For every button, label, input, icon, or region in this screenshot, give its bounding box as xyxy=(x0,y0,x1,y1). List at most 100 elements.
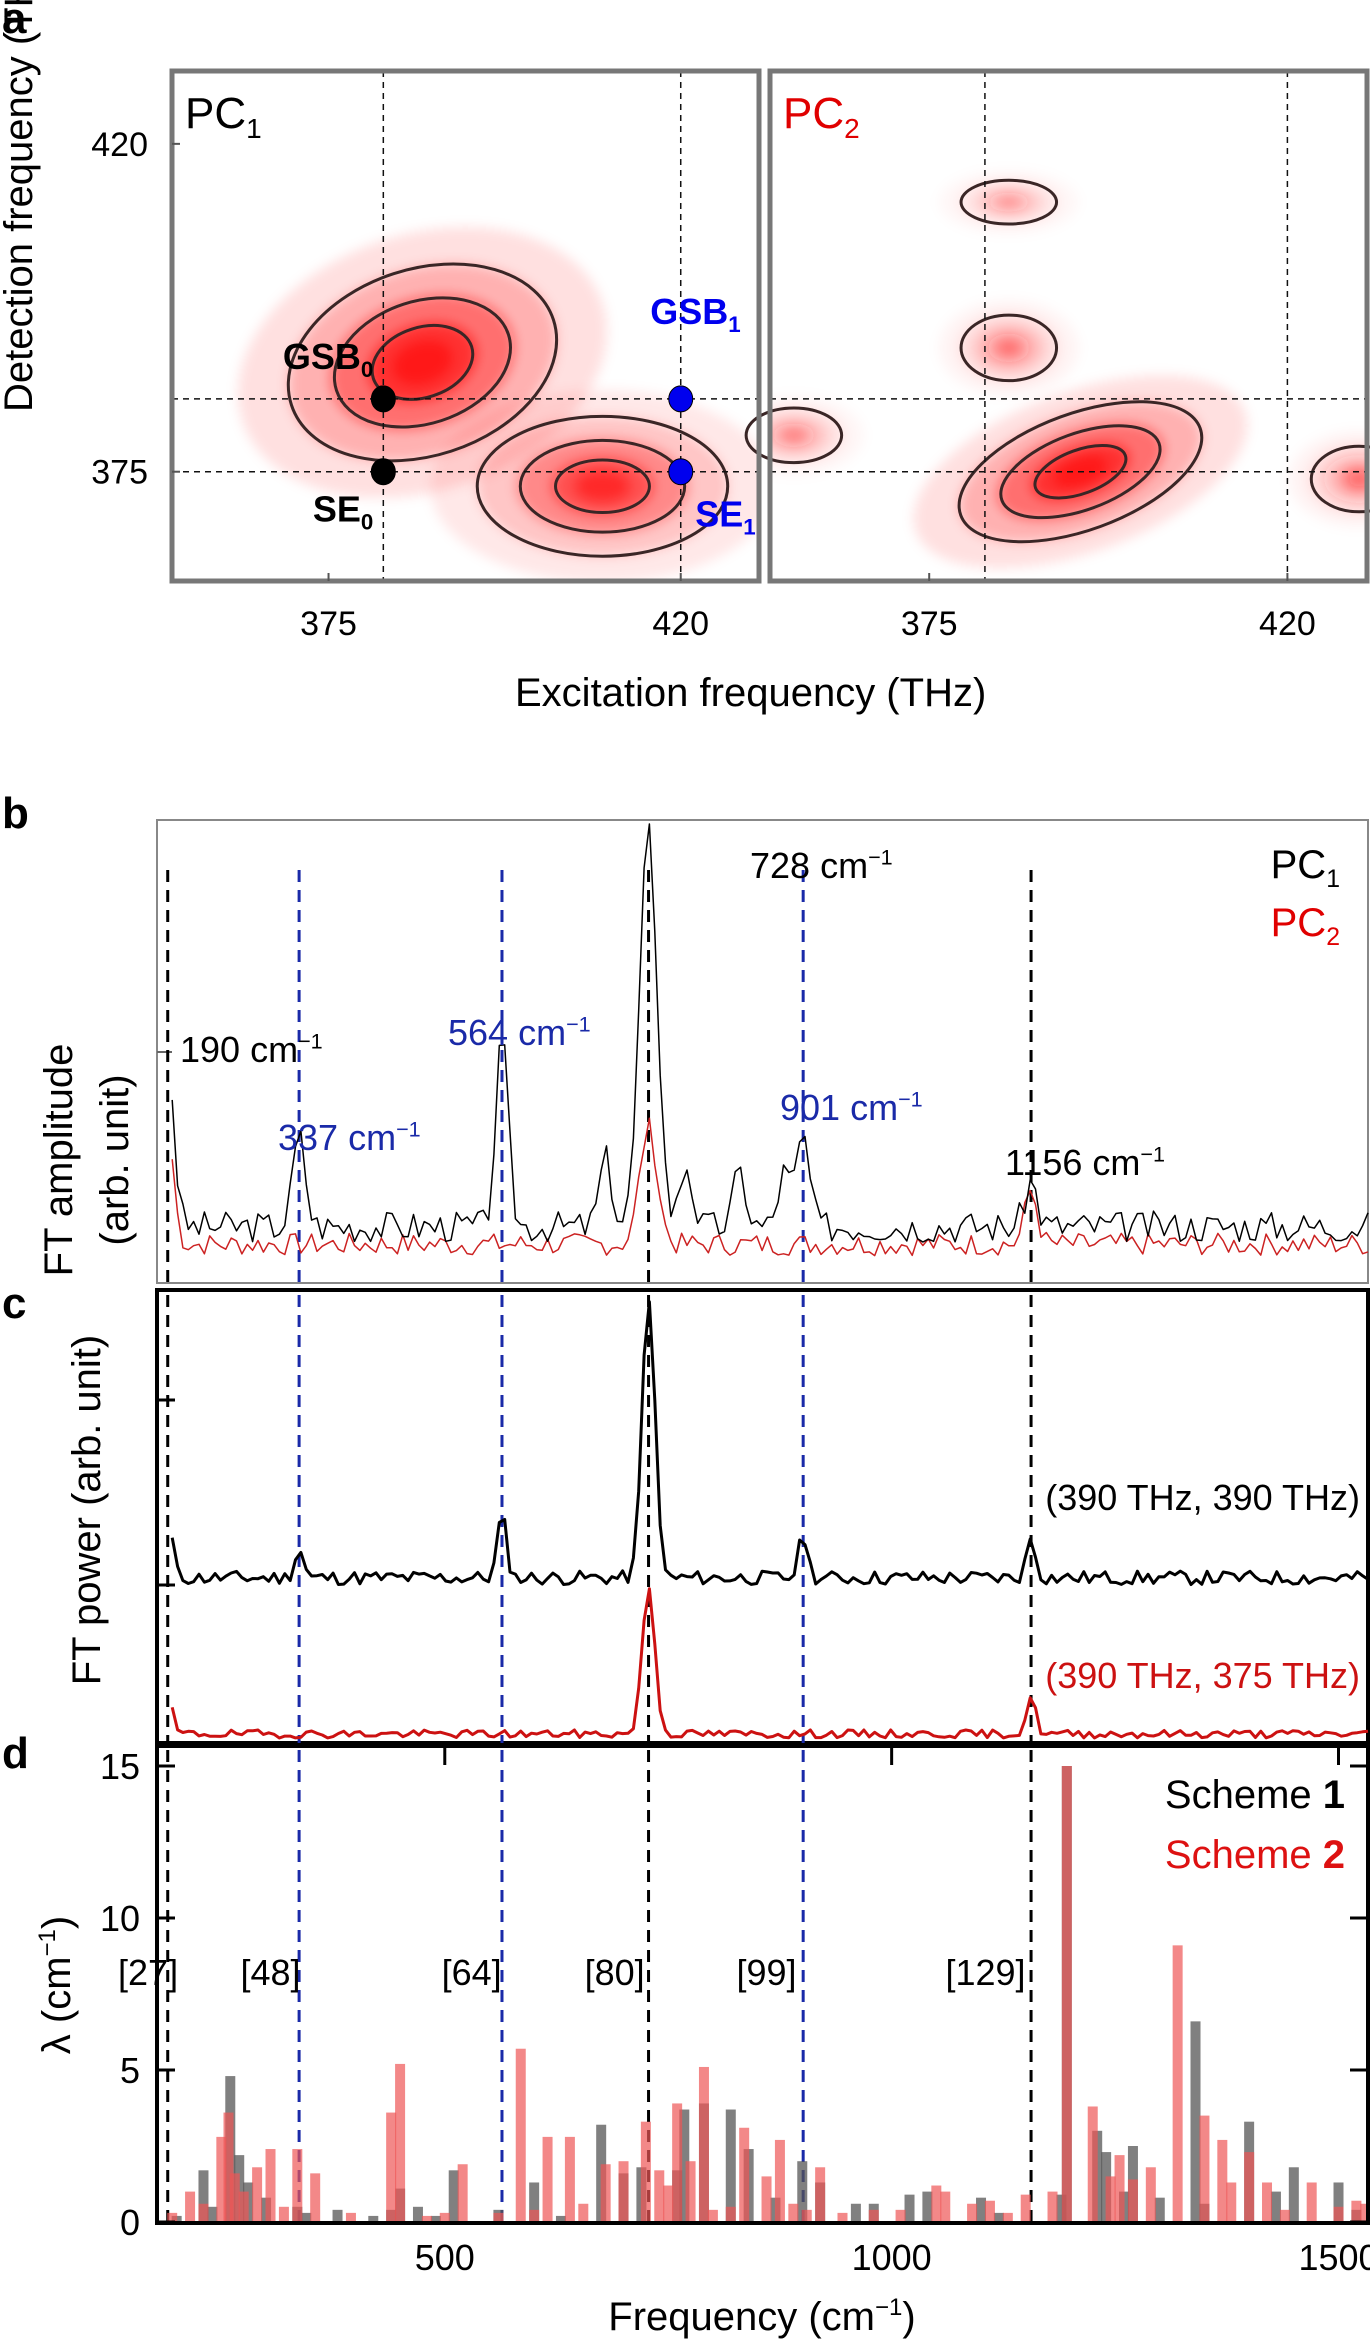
scheme2-bar xyxy=(640,2121,651,2222)
scheme1-bar xyxy=(368,2215,379,2222)
panel-b: 190 cm−1 337 cm−1 564 cm−1 728 cm−1 901 cm−1… xyxy=(37,819,1369,1284)
scheme1-bar xyxy=(412,2206,423,2222)
scheme1-bar xyxy=(850,2203,861,2222)
contour-line xyxy=(554,458,651,515)
panel-c: (390 THz, 390 THz) (390 THz, 375 THz) FT… xyxy=(65,1288,1370,1745)
y-tick-label: 15 xyxy=(100,1746,140,1787)
scheme2-bar xyxy=(564,2136,575,2222)
scheme2-bar xyxy=(457,2164,468,2222)
panel-a: GSB0 SE0 GSB1 SE1 PC1 PC2 375 420 375 420 375 42… xyxy=(0,0,1370,715)
scheme1-bar xyxy=(448,2170,459,2222)
scheme2-bar xyxy=(725,2206,736,2222)
peak-annotation: 564 cm−1 xyxy=(448,1011,591,1053)
axis-ticks: 375 420 375 420 375 420 xyxy=(91,126,1316,643)
scheme1-bar xyxy=(1288,2167,1299,2222)
heat-layer xyxy=(575,470,630,502)
contour-line xyxy=(518,438,687,534)
legend-entry: Scheme 1 xyxy=(1165,1773,1345,1817)
legend-entry: PC1 xyxy=(1271,843,1340,893)
scheme2-bar xyxy=(167,2212,178,2222)
scheme2-bar xyxy=(345,2212,356,2222)
scheme2-bar xyxy=(265,2149,276,2222)
scheme2-bar xyxy=(984,2200,995,2222)
contour-line xyxy=(744,406,844,465)
heat-blob xyxy=(770,406,845,465)
scheme2-bar xyxy=(868,2209,879,2222)
scheme2-bar xyxy=(395,2063,406,2222)
state-marker xyxy=(668,458,694,486)
contour-line xyxy=(286,262,559,463)
scheme2-bar xyxy=(1145,2167,1156,2222)
heat-blob xyxy=(957,178,1060,226)
y-axis-label-line2: (arb. unit) xyxy=(93,1074,137,1245)
x-tick-label: 1500 xyxy=(1298,2237,1370,2278)
scheme2-bar xyxy=(252,2167,263,2222)
scheme2-bar xyxy=(493,2212,504,2222)
axis-ticks: 0 5 10 15 500 1000 1500 xyxy=(100,1746,1370,2278)
mode-label: [99] xyxy=(736,1952,796,1993)
heat-blob xyxy=(430,390,759,581)
y-tick-label: 420 xyxy=(91,126,148,164)
scheme1-bar xyxy=(1270,2191,1281,2222)
scheme2-bar xyxy=(578,2203,589,2222)
panel-label-b: b xyxy=(2,789,29,838)
scheme2-bar xyxy=(618,2161,629,2222)
legend-entry: PC2 xyxy=(1271,901,1340,951)
scheme2-bar xyxy=(774,2139,785,2222)
y-tick-label: 375 xyxy=(91,454,148,492)
state-label: GSB0 xyxy=(283,336,373,382)
series-label-2: (390 THz, 375 THz) xyxy=(1045,1655,1360,1696)
scheme1-bar xyxy=(430,2215,441,2222)
scheme1-bar xyxy=(301,2212,312,2222)
scheme1-bar xyxy=(904,2194,915,2222)
y-axis-label-line1: FT amplitude xyxy=(37,1044,81,1277)
series-label-1: (390 THz, 390 THz) xyxy=(1045,1477,1360,1518)
pc1-frame xyxy=(169,68,762,584)
vertical-markers xyxy=(166,870,1033,1283)
scheme2-bar xyxy=(698,2066,709,2222)
scheme2-bar xyxy=(931,2185,942,2222)
scheme2-bar xyxy=(223,2112,234,2222)
scheme2-bar xyxy=(515,2048,526,2222)
scheme1-bar xyxy=(1333,2182,1344,2222)
scheme1-bar xyxy=(332,2209,343,2222)
scheme2-bar xyxy=(1087,2106,1098,2222)
scheme1-bar xyxy=(976,2197,987,2222)
scheme2-bar xyxy=(654,2170,665,2222)
scheme2-bar xyxy=(663,2185,674,2222)
scheme1-bar xyxy=(198,2170,209,2222)
x-axis-label: Excitation frequency (THz) xyxy=(515,671,986,715)
mode-labels: [27] [48] [64] [80] [99] [129] xyxy=(118,1952,1025,1993)
scheme2-bar xyxy=(1217,2139,1228,2222)
scheme1-bar xyxy=(529,2182,540,2222)
markers: GSB0 SE0 GSB1 SE1 xyxy=(283,291,756,540)
scheme2-bar xyxy=(1360,2203,1370,2222)
scheme2-bar xyxy=(672,2103,683,2222)
scheme2-bar xyxy=(739,2127,750,2222)
scheme2-bar xyxy=(761,2176,772,2222)
mode-label: [48] xyxy=(240,1952,300,1993)
scheme2-bar xyxy=(685,2161,696,2222)
scheme1-bar xyxy=(207,2206,218,2222)
scheme2-bar xyxy=(1244,2152,1255,2222)
y-axis-label: Detection frequency (THz) xyxy=(0,0,41,412)
scheme2-bar xyxy=(1199,2115,1210,2222)
pc2-title: PC2 xyxy=(783,89,860,144)
panel-label-c: c xyxy=(2,1279,26,1328)
state-label: SE0 xyxy=(313,489,373,535)
x-tick-label: 375 xyxy=(901,605,958,643)
scheme2-bar xyxy=(1002,2212,1013,2222)
scheme2-bar xyxy=(801,2209,812,2222)
scheme2-bar xyxy=(238,2191,249,2222)
scheme2-bar xyxy=(216,2136,227,2222)
contour-line xyxy=(959,178,1059,226)
legend: Scheme 1 Scheme 2 xyxy=(1165,1773,1345,1877)
scheme1-bar xyxy=(679,2109,690,2222)
scheme2-bar xyxy=(529,2209,540,2222)
heat-layer xyxy=(1347,471,1367,487)
spectrum-390-390 xyxy=(170,1300,1369,1586)
spectra xyxy=(170,1300,1369,1740)
scheme2-bar xyxy=(1061,1766,1072,2222)
y-tick-label: 5 xyxy=(120,2050,140,2091)
